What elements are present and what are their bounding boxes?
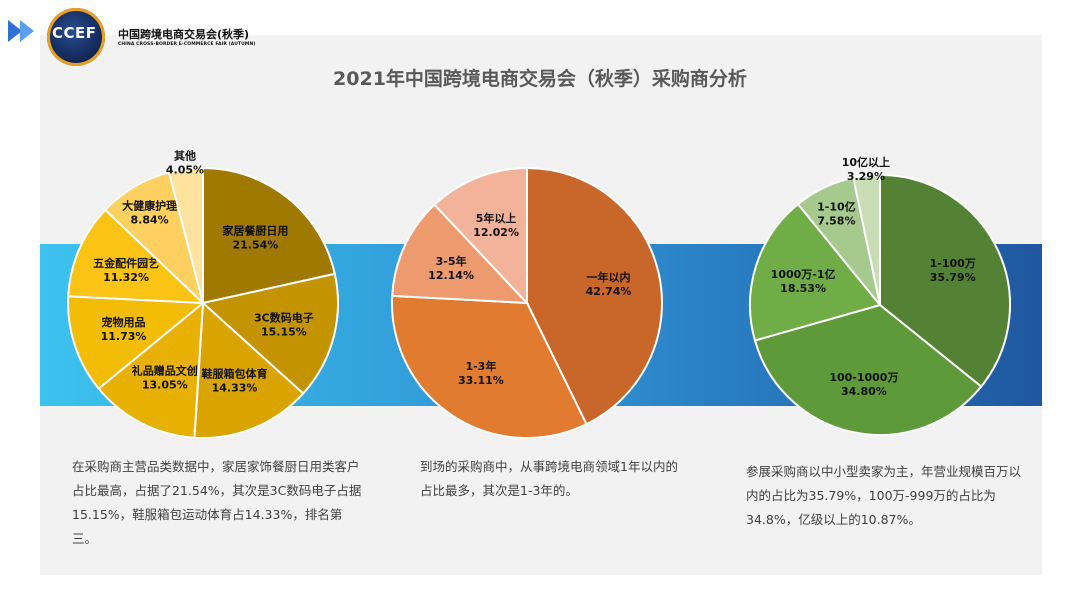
pie-slice (526, 166, 663, 426)
pie-slice (749, 202, 882, 342)
slice-value-label: 18.53% (780, 282, 826, 295)
slice-value-label: 35.79% (930, 271, 976, 284)
pie-slice (202, 166, 337, 305)
pie-slice (67, 208, 206, 305)
slice-label: 其他4.05% (166, 148, 204, 176)
slice-value-label: 12.02% (473, 226, 519, 239)
slice-category-label: 大健康护理 (122, 198, 177, 212)
slice-value-label: 12.14% (428, 269, 474, 282)
pie-slice (879, 173, 1011, 388)
slice-category-label: 家居餐厨日用 (222, 224, 288, 238)
pie-slice (433, 166, 528, 306)
pie-slice (167, 166, 204, 304)
slice-category-label: 10亿以上 (842, 155, 890, 169)
slice-value-label: 14.33% (212, 382, 258, 395)
description-categories: 在采购商主营品类数据中，家居家饰餐厨日用类客户占比最高，占据了21.54%，其次… (72, 459, 362, 546)
slice-category-label: 一年以内 (587, 270, 631, 284)
slice-value-label: 13.05% (142, 379, 188, 392)
slice-value-label: 42.74% (586, 285, 632, 298)
slice-category-label: 宠物用品 (102, 315, 146, 329)
slice-value-label: 7.58% (817, 215, 855, 228)
slice-value-label: 33.11% (458, 374, 504, 387)
pie-slice (200, 272, 339, 395)
slice-category-label: 100-1000万 (829, 371, 898, 384)
pie-slice (391, 294, 588, 439)
logo-abbr: CCEF (52, 24, 97, 42)
description-revenue: 参展采购商以中小型卖家为主，年营业规模百万以内的占比为35.79%，100万-9… (746, 464, 1022, 527)
slice-category-label: 1-100万 (930, 257, 976, 270)
slice-value-label: 11.73% (101, 330, 147, 343)
logo-emblem (47, 8, 105, 66)
org-name-cn: 中国跨境电商交易会(秋季) (118, 28, 250, 41)
org-name-en: CHINA CROSS-BORDER E-COMMERCE FAIR (AUTU… (118, 42, 256, 47)
slice-category-label: 鞋服箱包体育 (202, 367, 268, 381)
slice-value-label: 34.80% (841, 385, 887, 398)
pie-slice (391, 203, 530, 305)
pie-slice (753, 303, 983, 436)
pie-slice (67, 295, 206, 391)
slice-value-label: 11.32% (103, 271, 149, 284)
slice-category-label: 3C数码电子 (254, 310, 314, 324)
slice-value-label: 3.29% (847, 170, 885, 183)
slice-category-label: 5年以上 (476, 211, 517, 225)
slice-value-label: 4.05% (166, 163, 204, 176)
slice-category-label: 1-10亿 (817, 200, 856, 214)
slice-value-label: 15.15% (261, 325, 307, 338)
page-title: 2021年中国跨境电商交易会（秋季）采购商分析 (333, 68, 747, 90)
pie-slice (97, 300, 205, 439)
slice-category-label: 1000万-1亿 (771, 267, 836, 281)
slice-value-label: 21.54% (232, 239, 278, 252)
slice-value-label: 8.84% (131, 213, 169, 226)
slice-category-label: 礼品赠品文创 (132, 364, 198, 378)
pie-slice (193, 300, 305, 440)
slice-category-label: 1-3年 (465, 359, 496, 373)
play-arrow-icon (8, 20, 34, 42)
slice-category-label: 其他 (174, 148, 196, 162)
description-experience: 到场的采购商中，从事跨境电商领域1年以内的占比最多，其次是1-3年的。 (420, 459, 678, 498)
slice-category-label: 五金配件园艺 (93, 256, 159, 270)
pie-slice (852, 173, 881, 306)
slice-category-label: 3-5年 (436, 254, 467, 268)
